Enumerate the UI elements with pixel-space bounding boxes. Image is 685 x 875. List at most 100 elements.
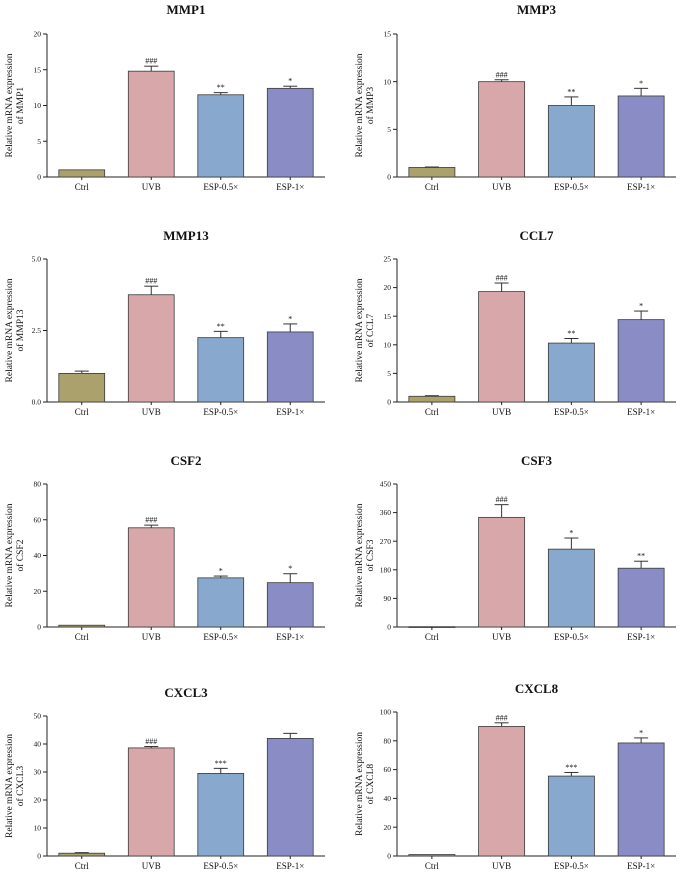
x-category-label: ESP-0.5× xyxy=(554,861,589,871)
y-tick-label: 40 xyxy=(34,740,42,749)
significance-label: ### xyxy=(496,274,508,283)
y-axis-label: Relative mRNA expression xyxy=(5,278,15,382)
chart-csf2: CSF2 Relative mRNA expression of CSF2 0 20 40… xyxy=(5,453,325,642)
y-tick-label: 0 xyxy=(387,398,391,407)
chart-title: CSF3 xyxy=(521,453,553,468)
chart-mmp3: MMP3 Relative mRNA expression of MMP3 0 5 10 1… xyxy=(355,2,676,192)
y-tick-label: 15 xyxy=(34,65,42,74)
x-category-label: Ctrl xyxy=(75,182,90,192)
chart-cxcl3: CXCL3 Relative mRNA expression of CXCL3 0 10… xyxy=(5,685,325,871)
significance-label: ** xyxy=(217,83,225,92)
bar-ctrl xyxy=(408,167,456,178)
y-axis-label: Relative mRNA expression xyxy=(5,503,15,607)
bar-uvb xyxy=(127,294,175,403)
y-tick-label: 2.5 xyxy=(32,326,42,335)
bar-esp-1- xyxy=(617,319,665,403)
significance-label: ### xyxy=(145,737,157,746)
y-tick-label: 15 xyxy=(384,30,392,39)
significance-label: *** xyxy=(215,759,227,768)
y-tick-label: 20 xyxy=(384,823,392,832)
bar-esp-0-5- xyxy=(547,342,595,403)
bar-ctrl xyxy=(58,372,106,403)
y-axis-label: Relative mRNA expression xyxy=(5,734,15,838)
y-axis-label-line2: of CXCL3 xyxy=(15,766,26,807)
bar-uvb xyxy=(478,81,526,178)
bar-uvb xyxy=(127,747,175,857)
significance-label: ** xyxy=(567,87,575,96)
significance-label: * xyxy=(219,567,223,576)
y-tick-label: 5 xyxy=(387,369,391,378)
y-tick-label: 0 xyxy=(37,852,41,861)
x-category-label: ESP-1× xyxy=(276,861,304,871)
bar-esp-1- xyxy=(266,582,314,628)
y-tick-label: 0 xyxy=(37,173,41,182)
y-tick-label: 20 xyxy=(384,283,392,292)
chart-ccl7: CCL7 Relative mRNA expression of CCL7 0 5 10 1… xyxy=(355,228,676,417)
x-category-label: Ctrl xyxy=(425,407,440,417)
bar-ctrl xyxy=(408,395,456,403)
chart-title: CCL7 xyxy=(520,228,554,243)
significance-label: * xyxy=(569,529,573,538)
chart-title: MMP3 xyxy=(517,2,556,17)
y-axis-label: Relative mRNA expression xyxy=(355,53,365,157)
bar-ctrl xyxy=(58,169,106,178)
significance-label: ### xyxy=(496,713,508,722)
x-category-label: Ctrl xyxy=(75,407,90,417)
y-tick-label: 80 xyxy=(34,480,42,489)
chart-title: CSF2 xyxy=(170,453,201,468)
bar-esp-0-5- xyxy=(197,94,245,178)
x-category-label: ESP-1× xyxy=(276,632,304,642)
x-category-label: UVB xyxy=(492,182,511,192)
bar-esp-1- xyxy=(266,87,314,178)
significance-label: * xyxy=(639,728,643,737)
y-tick-label: 20 xyxy=(34,587,42,596)
y-tick-label: 50 xyxy=(34,712,42,721)
chart-title: CXCL8 xyxy=(515,681,559,696)
x-category-label: ESP-1× xyxy=(627,861,655,871)
bar-esp-1- xyxy=(617,567,665,628)
y-tick-label: 20 xyxy=(34,30,42,39)
significance-label: ### xyxy=(145,277,157,286)
y-tick-label: 5 xyxy=(387,125,391,134)
y-tick-label: 60 xyxy=(34,515,42,524)
bar-uvb xyxy=(127,527,175,628)
bar-esp-0-5- xyxy=(547,775,595,857)
y-tick-label: 30 xyxy=(34,768,42,777)
x-category-label: UVB xyxy=(142,407,161,417)
y-tick-label: 40 xyxy=(34,551,42,560)
y-tick-label: 90 xyxy=(384,594,392,603)
significance-label: ### xyxy=(496,70,508,79)
x-category-label: UVB xyxy=(142,182,161,192)
significance-label: * xyxy=(288,77,292,86)
x-category-label: ESP-0.5× xyxy=(203,182,238,192)
y-axis-label: Relative mRNA expression xyxy=(355,278,365,382)
bar-ctrl xyxy=(408,854,456,857)
x-category-label: Ctrl xyxy=(75,861,90,871)
x-category-label: ESP-0.5× xyxy=(203,407,238,417)
x-category-label: UVB xyxy=(492,861,511,871)
y-axis-label: Relative mRNA expression xyxy=(355,732,365,836)
y-tick-label: 5 xyxy=(37,137,41,146)
chart-mmp1: MMP1 Relative mRNA expression of MMP1 0 5 10 1… xyxy=(5,2,325,192)
y-tick-label: 0 xyxy=(387,623,391,632)
bar-ctrl xyxy=(58,624,106,628)
y-tick-label: 5.0 xyxy=(32,255,42,264)
bar-esp-1- xyxy=(617,742,665,857)
chart-csf3: CSF3 Relative mRNA expression of CSF3 0 90 18… xyxy=(355,453,676,642)
x-category-label: ESP-0.5× xyxy=(554,182,589,192)
x-category-label: Ctrl xyxy=(425,861,440,871)
y-axis-label-line2: of CCL7 xyxy=(365,313,376,347)
y-tick-label: 450 xyxy=(380,480,392,489)
y-axis-label-line2: of CXCL8 xyxy=(365,764,376,805)
x-category-label: ESP-0.5× xyxy=(554,632,589,642)
chart-cxcl8: CXCL8 Relative mRNA expression of CXCL8 0 20… xyxy=(355,681,676,871)
y-tick-label: 0.0 xyxy=(32,398,42,407)
y-tick-label: 10 xyxy=(34,101,42,110)
y-axis-label-line2: of CSF3 xyxy=(365,539,376,571)
bar-esp-1- xyxy=(266,331,314,403)
x-category-label: ESP-1× xyxy=(627,182,655,192)
y-axis-label: Relative mRNA expression xyxy=(355,503,365,607)
bar-uvb xyxy=(127,70,175,178)
